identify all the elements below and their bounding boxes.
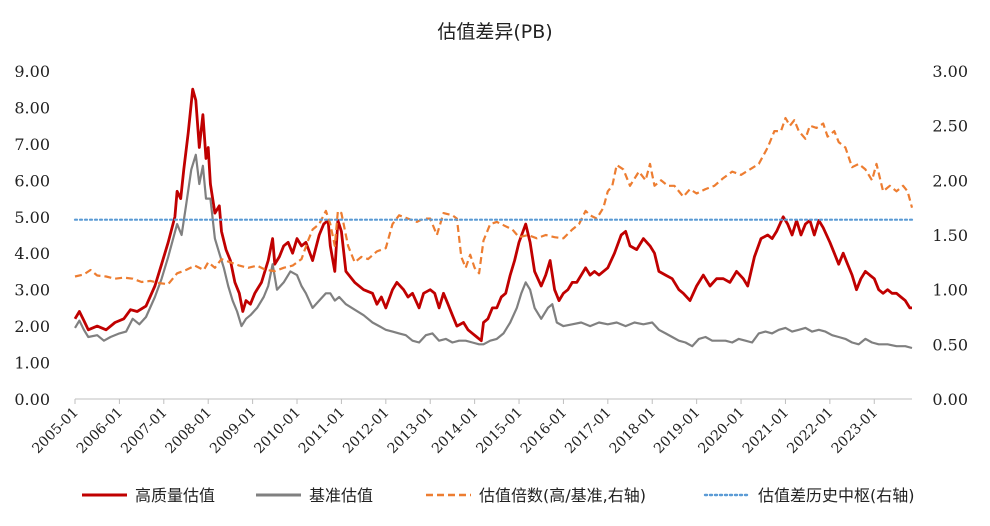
y-left-tick-label: 0.00 — [14, 390, 50, 409]
legend-label-3: 估值倍数(高/基准,右轴) — [479, 486, 646, 505]
x-tick-label: 2017-01 — [562, 405, 614, 457]
y-right-tick-label: 3.00 — [932, 62, 968, 81]
x-tick-label: 2010-01 — [251, 405, 303, 457]
x-tick-label: 2006-01 — [74, 405, 126, 457]
axes: 0.00 1.00 2.00 3.00 4.00 5.00 6.00 7.00 8.00 9.00… — [14, 62, 968, 457]
y-left-tick-label: 1.00 — [14, 354, 50, 373]
y-left-tick-label: 8.00 — [14, 98, 50, 117]
series-line-3 — [74, 116, 914, 286]
legend-label-2: 基准估值 — [309, 486, 373, 505]
x-tick-label: 2009-01 — [207, 405, 259, 457]
x-tick-label: 2005-01 — [29, 405, 81, 457]
y-right-tick-label: 1.50 — [932, 226, 968, 245]
y-left-tick-label: 3.00 — [14, 281, 50, 300]
y-right-tick-label: 2.50 — [932, 117, 968, 136]
x-tick-label: 2023-01 — [829, 405, 881, 457]
y-left-tick-label: 6.00 — [14, 171, 50, 190]
legend-label-4: 估值差历史中枢(右轴) — [758, 486, 915, 505]
x-tick-label: 2016-01 — [518, 405, 570, 457]
x-tick-label: 2022-01 — [784, 405, 836, 457]
x-tick-label: 2012-01 — [340, 405, 392, 457]
x-tick-label: 2007-01 — [118, 405, 170, 457]
y-left-tick-label: 9.00 — [14, 62, 50, 81]
y-right-tick-label: 2.00 — [932, 171, 968, 190]
y-left-tick-label: 4.00 — [14, 244, 50, 263]
x-tick-label: 2014-01 — [429, 405, 481, 457]
y-left-tick-label: 5.00 — [14, 208, 50, 227]
x-tick-label: 2019-01 — [651, 405, 703, 457]
y-left-tick-label: 2.00 — [14, 317, 50, 336]
series-line-1 — [73, 87, 912, 343]
x-tick-label: 2008-01 — [163, 405, 215, 457]
x-tick-label: 2020-01 — [695, 405, 747, 457]
series-layer — [73, 87, 914, 350]
y-right-tick-label: 1.00 — [932, 281, 968, 300]
x-tick-label: 2013-01 — [385, 405, 437, 457]
series-line-2 — [74, 153, 913, 350]
chart-title: 估值差异(PB) — [437, 21, 552, 43]
y-left-tick-label: 7.00 — [14, 135, 50, 154]
y-right-tick-label: 0.00 — [932, 390, 968, 409]
x-tick-label: 2011-01 — [296, 405, 348, 457]
legend-label-1: 高质量估值 — [135, 486, 215, 505]
legend: 高质量估值 基准估值 估值倍数(高/基准,右轴) 估值差历史中枢(右轴) — [82, 486, 915, 505]
x-tick-label: 2015-01 — [473, 405, 525, 457]
y-right-tick-label: 0.50 — [932, 335, 968, 354]
x-tick-label: 2021-01 — [740, 405, 792, 457]
x-tick-label: 2018-01 — [607, 405, 659, 457]
